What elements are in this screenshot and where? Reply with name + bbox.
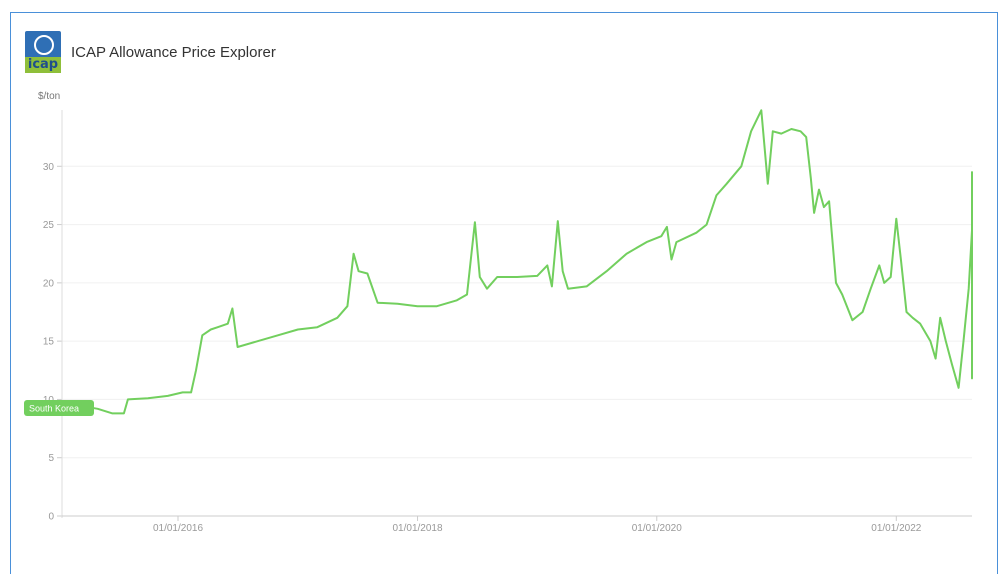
x-tick-label: 01/01/2018 (393, 523, 443, 534)
y-tick-label: 20 (43, 278, 55, 289)
chart-title: ICAP Allowance Price Explorer (71, 43, 276, 61)
y-tick-label: 0 (48, 512, 54, 523)
series-label-south-korea[interactable]: South Korea (24, 400, 94, 416)
series-line-south-korea[interactable] (61, 109, 973, 415)
chart-header: icap ICAP Allowance Price Explorer (25, 31, 276, 73)
x-tick-labels: 01/01/2016 01/01/2018 01/01/2020 01/01/2022 (153, 516, 922, 534)
x-tick-label: 01/01/2020 (632, 523, 682, 534)
globe-icon (34, 35, 54, 55)
x-tick-label: 01/01/2022 (871, 523, 921, 534)
y-tick-label: 25 (43, 220, 55, 231)
y-axis-unit: $/ton (38, 91, 60, 102)
y-gridlines (62, 165, 972, 459)
x-tick-label: 01/01/2016 (153, 523, 203, 534)
series-label-text: South Korea (29, 404, 79, 414)
series-label-background (24, 400, 94, 416)
logo-globe-panel (25, 31, 61, 59)
chart-frame (10, 12, 998, 574)
y-tick-label: 15 (43, 337, 55, 348)
y-tick-label: 30 (43, 162, 55, 173)
logo-text: icap (25, 57, 61, 73)
icap-logo: icap (25, 31, 61, 73)
y-tick-labels: 051015202530 (43, 162, 62, 523)
y-tick-label: 5 (48, 453, 54, 464)
